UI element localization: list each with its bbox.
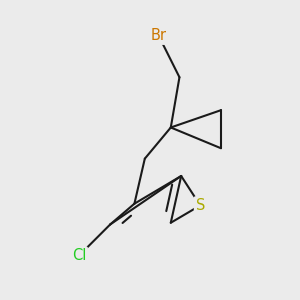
Text: Br: Br (151, 28, 167, 43)
Text: Cl: Cl (72, 248, 86, 263)
Text: S: S (196, 198, 205, 213)
